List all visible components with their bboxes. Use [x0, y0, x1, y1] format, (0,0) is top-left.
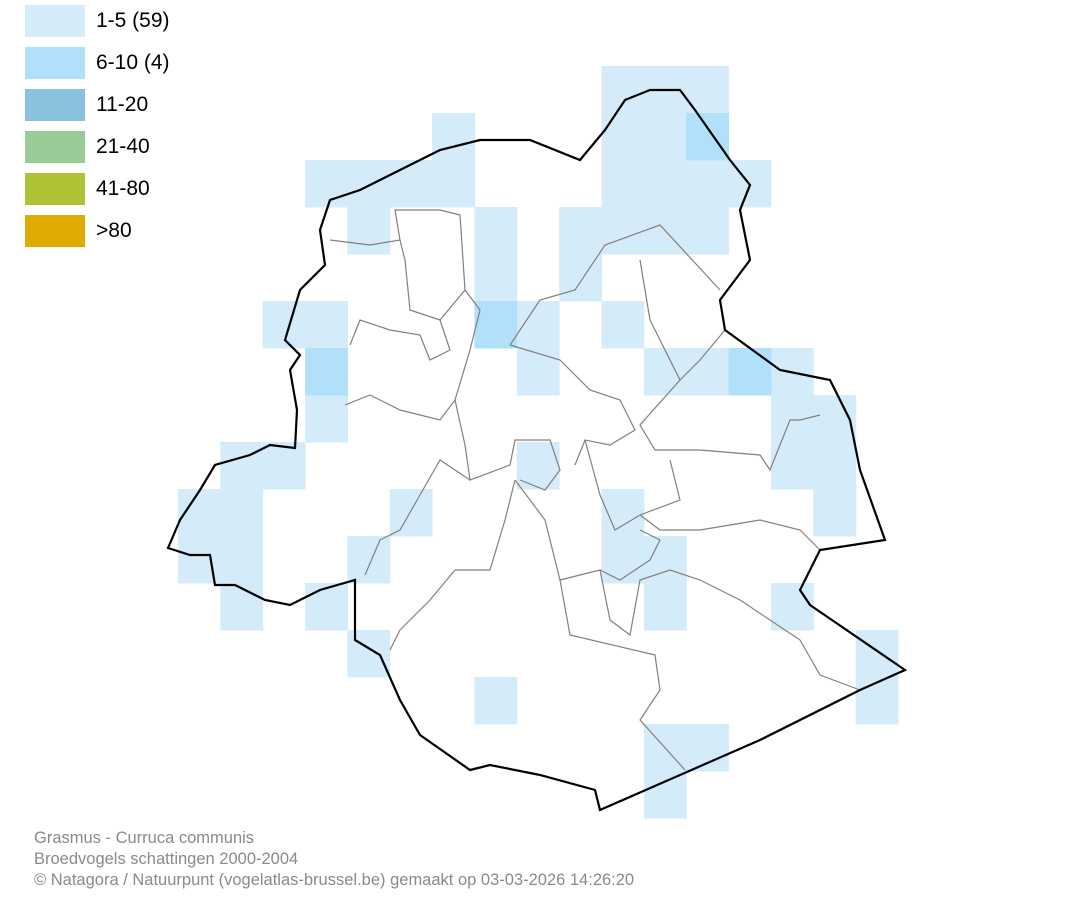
grid-cell-1-5	[601, 536, 645, 584]
grid-cell-1-5	[855, 677, 899, 725]
municipality-boundary	[514, 479, 686, 771]
grid-cell-6-10	[474, 301, 518, 349]
grid-cell-1-5	[474, 207, 518, 255]
grid-cell-1-5	[643, 536, 687, 584]
grid-cell-1-5	[813, 489, 857, 537]
grid-cell-1-5	[305, 583, 348, 631]
grid-cell-1-5	[770, 583, 814, 631]
grid-cell-1-5	[643, 160, 687, 208]
grid-cell-1-5	[601, 113, 645, 161]
grid-cell-1-5	[643, 348, 687, 396]
legend-swatch	[25, 5, 85, 37]
species-title: Grasmus - Curruca communis	[34, 829, 255, 847]
grid-cell-1-5	[601, 207, 645, 255]
municipality-boundary	[509, 224, 721, 346]
map-subtitle: Broedvogels schattingen 2000-2004	[34, 850, 299, 868]
grid-cell-1-5	[389, 160, 433, 208]
grid-cell-1-5	[474, 677, 518, 725]
grid-cell-1-5	[262, 301, 306, 349]
grid-cells	[178, 66, 899, 819]
legend-swatch	[25, 215, 85, 247]
municipality-boundary	[394, 209, 466, 321]
legend-swatch	[25, 47, 85, 79]
grid-cell-1-5	[559, 254, 603, 302]
brussels-region-outline	[166, 88, 908, 812]
grid-cell-1-5	[389, 489, 433, 537]
grid-cell-1-5	[474, 254, 518, 302]
grid-cell-1-5	[601, 301, 645, 349]
grid-cell-1-5	[686, 348, 730, 396]
grid-cell-6-10	[305, 348, 348, 396]
grid-cell-1-5	[347, 536, 391, 584]
municipality-boundaries	[329, 209, 861, 771]
copyright-credit: © Natagora / Natuurpunt (vogelatlas-brus…	[34, 871, 635, 889]
grid-cell-1-5	[220, 442, 264, 490]
grid-cell-1-5	[686, 207, 730, 255]
legend-label: 6-10 (4)	[96, 51, 170, 74]
grid-cell-1-5	[220, 536, 264, 584]
municipality-boundary	[329, 239, 451, 361]
legend-label: 1-5 (59)	[96, 9, 170, 32]
legend-label: 41-80	[96, 177, 150, 200]
grid-cell-6-10	[728, 348, 772, 396]
municipality-boundary	[509, 344, 636, 466]
municipality-boundary	[454, 399, 561, 491]
grid-cell-1-5	[601, 66, 645, 114]
municipality-boundary	[559, 569, 861, 691]
grid-cell-6-10	[686, 113, 730, 161]
municipality-boundary	[639, 379, 821, 472]
grid-cell-1-5	[305, 301, 348, 349]
grid-cell-1-5	[770, 442, 814, 490]
municipality-boundary	[389, 479, 516, 651]
grid-cell-1-5	[813, 442, 857, 490]
grid-cell-1-5	[686, 160, 730, 208]
grid-cell-1-5	[347, 160, 391, 208]
legend-label: 11-20	[96, 93, 149, 116]
legend-label: 21-40	[96, 135, 150, 158]
grid-cell-1-5	[432, 160, 475, 208]
grid-cell-1-5	[220, 489, 264, 537]
municipality-boundary	[364, 459, 471, 576]
grid-cell-1-5	[855, 630, 899, 678]
legend-label: >80	[96, 219, 132, 242]
grid-cell-1-5	[220, 583, 264, 631]
municipality-boundary	[599, 529, 661, 581]
legend-swatch	[25, 89, 85, 121]
grid-cell-1-5	[643, 113, 687, 161]
municipality-boundary	[584, 439, 681, 531]
grid-cell-1-5	[601, 160, 645, 208]
grid-cell-1-5	[347, 630, 391, 678]
grid-cell-1-5	[643, 583, 687, 631]
grid-cell-1-5	[686, 724, 730, 772]
municipality-boundary	[344, 289, 481, 421]
grid-cell-1-5	[686, 66, 730, 114]
municipality-boundary	[639, 514, 821, 551]
grid-cell-1-5	[305, 395, 348, 443]
grid-cell-1-5	[347, 207, 391, 255]
legend-swatch	[25, 173, 85, 205]
grid-cell-1-5	[262, 442, 306, 490]
grid-cell-1-5	[559, 207, 603, 255]
grid-cell-1-5	[305, 160, 348, 208]
map-caption: Grasmus - Curruca communis Broedvogels s…	[34, 828, 634, 891]
grid-cell-1-5	[643, 771, 687, 819]
grid-cell-1-5	[601, 489, 645, 537]
grid-cell-1-5	[432, 113, 475, 161]
legend-swatch	[25, 131, 85, 163]
grid-cell-1-5	[516, 348, 560, 396]
